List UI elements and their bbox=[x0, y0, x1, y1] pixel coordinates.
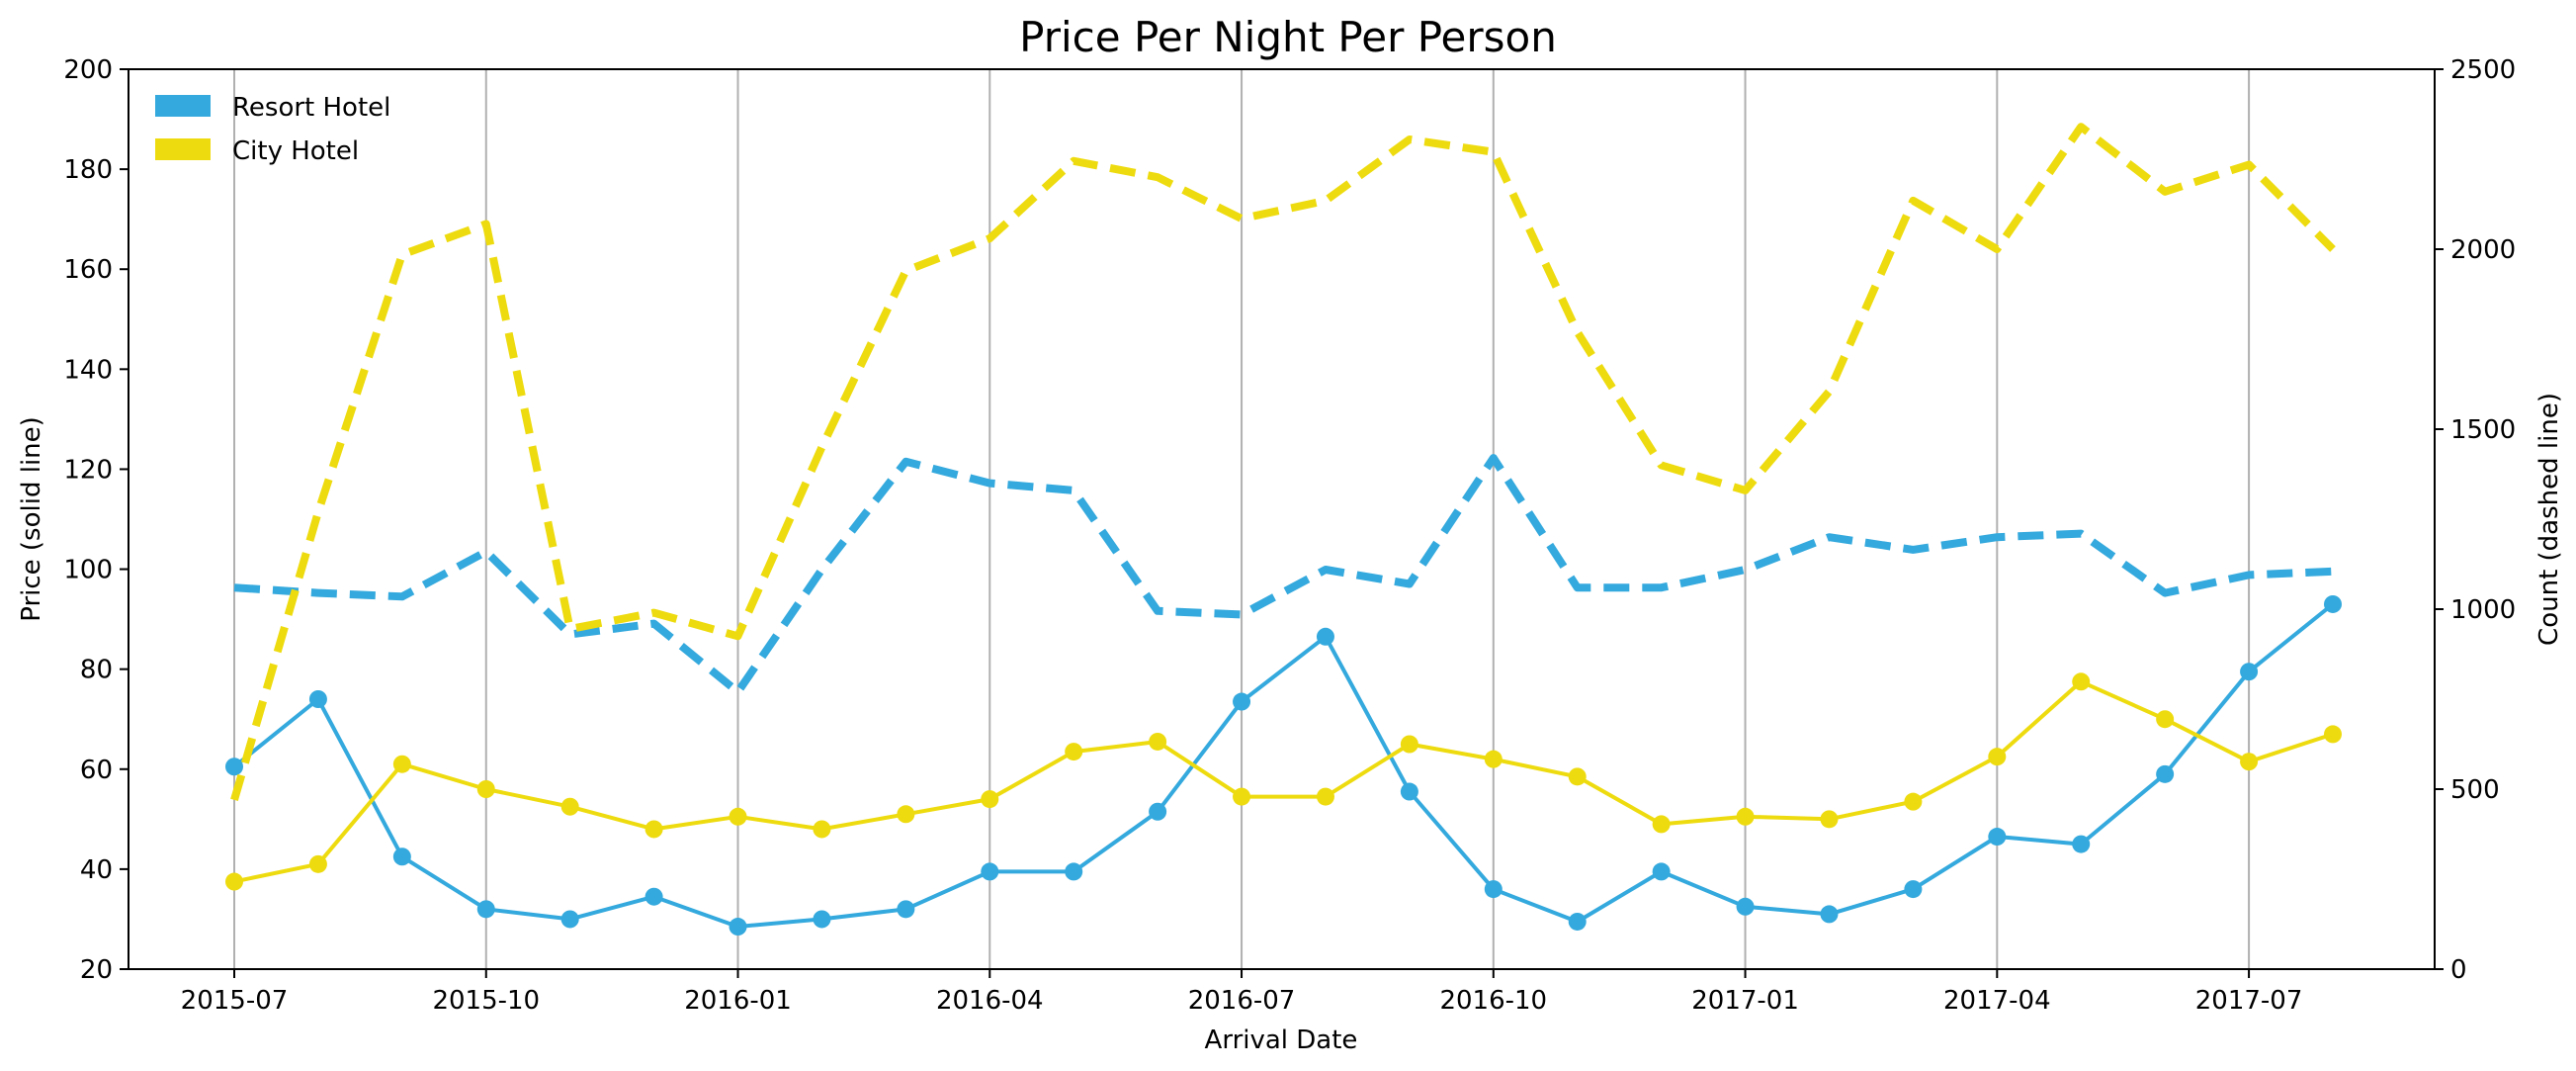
legend: Resort Hotel City Hotel bbox=[155, 93, 390, 166]
right-y-tick-label: 1500 bbox=[2450, 415, 2516, 445]
x-tick-label: 2016-04 bbox=[936, 986, 1044, 1016]
left-y-tick-label: 180 bbox=[63, 155, 113, 185]
x-tick-label: 2016-10 bbox=[1439, 986, 1547, 1016]
gridlines bbox=[233, 69, 2251, 969]
x-tick-label: 2015-07 bbox=[181, 986, 289, 1016]
city-hotel-price-point bbox=[644, 820, 663, 839]
x-tick-label: 2017-01 bbox=[1691, 986, 1799, 1016]
right-y-tick-label: 1000 bbox=[2450, 595, 2516, 625]
city-hotel-price-point bbox=[225, 872, 243, 891]
resort-hotel-price-point bbox=[1652, 862, 1671, 881]
city-hotel-price-point bbox=[560, 797, 579, 816]
resort-hotel-price-point bbox=[1820, 905, 1839, 924]
city-hotel-price-point bbox=[1316, 787, 1334, 806]
x-tick-label: 2016-01 bbox=[684, 986, 792, 1016]
resort-hotel-price-point bbox=[476, 900, 495, 919]
city-hotel-price-point bbox=[1568, 767, 1587, 786]
city-hotel-price-point bbox=[1065, 743, 1083, 761]
resort-hotel-price-point bbox=[897, 900, 915, 919]
right-y-tick-label: 500 bbox=[2450, 775, 2500, 805]
resort-hotel-price-point bbox=[1400, 782, 1418, 801]
city-hotel-price-point bbox=[308, 854, 327, 873]
resort-hotel-price-point bbox=[1988, 828, 2007, 847]
legend-swatch-city-hotel bbox=[155, 138, 211, 160]
city-hotel-price-point bbox=[729, 807, 747, 826]
resort-hotel-price-point bbox=[308, 690, 327, 708]
resort-hotel-price-point bbox=[2156, 764, 2175, 783]
resort-hotel-price-point bbox=[1904, 880, 1923, 899]
city-hotel-price-point bbox=[1652, 815, 1671, 834]
city-hotel-price-point bbox=[2156, 710, 2175, 729]
resort-hotel-price-point bbox=[729, 918, 747, 937]
resort-hotel-price-point bbox=[1736, 897, 1755, 916]
axis-ticks: 2015-07 2015-10 2016-01 2016-04 2016-07 2016-… bbox=[63, 55, 2516, 1016]
plot-area-frame bbox=[128, 68, 2436, 970]
resort-hotel-price-line bbox=[232, 602, 2335, 929]
city-hotel-price-point bbox=[1400, 735, 1418, 754]
legend-label-city-hotel: City Hotel bbox=[232, 136, 359, 166]
city-hotel-price-point bbox=[2324, 725, 2342, 744]
left-y-tick-label: 120 bbox=[63, 455, 113, 485]
city-hotel-price-point bbox=[1820, 810, 1839, 829]
resort-hotel-price-point bbox=[560, 910, 579, 929]
city-hotel-price-point bbox=[2240, 753, 2259, 771]
city-hotel-price-point bbox=[1904, 792, 1923, 811]
resort-hotel-price-point bbox=[2072, 835, 2091, 853]
resort-hotel-price-point bbox=[981, 862, 999, 881]
city-hotel-price-point bbox=[1736, 807, 1755, 826]
resort-hotel-price-point bbox=[1065, 862, 1083, 881]
left-y-tick-label: 100 bbox=[63, 556, 113, 585]
resort-hotel-price-point bbox=[813, 910, 831, 929]
x-axis-label: Arrival Date bbox=[1205, 1026, 1358, 1055]
resort-hotel-price-point bbox=[392, 848, 411, 866]
left-y-tick-label: 60 bbox=[80, 756, 113, 785]
city-hotel-count-dashed-line bbox=[230, 123, 2336, 802]
city-hotel-price-point bbox=[1233, 787, 1251, 806]
left-y-tick-label: 160 bbox=[63, 255, 113, 285]
left-y-tick-label: 80 bbox=[80, 656, 113, 685]
resort-hotel-price-point bbox=[2240, 663, 2259, 681]
x-tick-label: 2017-07 bbox=[2195, 986, 2303, 1016]
x-tick-label: 2017-04 bbox=[1943, 986, 2051, 1016]
city-hotel-price-line bbox=[233, 679, 2334, 884]
city-hotel-price-point bbox=[2072, 672, 2091, 691]
resort-hotel-price-point bbox=[1484, 880, 1503, 899]
left-y-tick-label: 200 bbox=[63, 55, 113, 85]
city-hotel-price-point bbox=[813, 820, 831, 839]
legend-swatch-resort-hotel bbox=[155, 95, 211, 117]
left-y-tick-label: 20 bbox=[80, 955, 113, 985]
resort-hotel-price-point bbox=[1316, 627, 1334, 646]
legend-label-resort-hotel: Resort Hotel bbox=[232, 93, 390, 123]
series-layer bbox=[225, 123, 2342, 937]
city-hotel-price-point bbox=[476, 780, 495, 798]
left-y-tick-label: 140 bbox=[63, 355, 113, 385]
city-hotel-price-point bbox=[392, 755, 411, 773]
left-y-tick-label: 40 bbox=[80, 855, 113, 885]
resort-hotel-price-point bbox=[644, 887, 663, 906]
resort-hotel-count-dashed-line bbox=[233, 454, 2334, 696]
city-hotel-price-point bbox=[1484, 750, 1503, 768]
x-tick-label: 2015-10 bbox=[432, 986, 540, 1016]
resort-hotel-price-point bbox=[1568, 912, 1587, 931]
right-y-tick-label: 2000 bbox=[2450, 235, 2516, 265]
city-hotel-price-point bbox=[1149, 732, 1167, 751]
resort-hotel-price-point bbox=[1149, 802, 1167, 821]
chart-title: Price Per Night Per Person bbox=[1019, 13, 1557, 61]
right-y-tick-label: 2500 bbox=[2450, 55, 2516, 85]
x-tick-label: 2016-07 bbox=[1188, 986, 1296, 1016]
resort-hotel-price-point bbox=[1233, 692, 1251, 711]
right-y-axis-label: Count (dashed line) bbox=[2534, 393, 2564, 646]
city-hotel-price-point bbox=[1988, 748, 2007, 766]
resort-hotel-price-point bbox=[225, 758, 243, 776]
right-y-tick-label: 0 bbox=[2450, 955, 2467, 985]
city-hotel-price-point bbox=[981, 790, 999, 809]
resort-hotel-price-point bbox=[2324, 594, 2342, 613]
city-hotel-price-point bbox=[897, 805, 915, 824]
left-y-axis-label: Price (solid line) bbox=[17, 416, 46, 622]
